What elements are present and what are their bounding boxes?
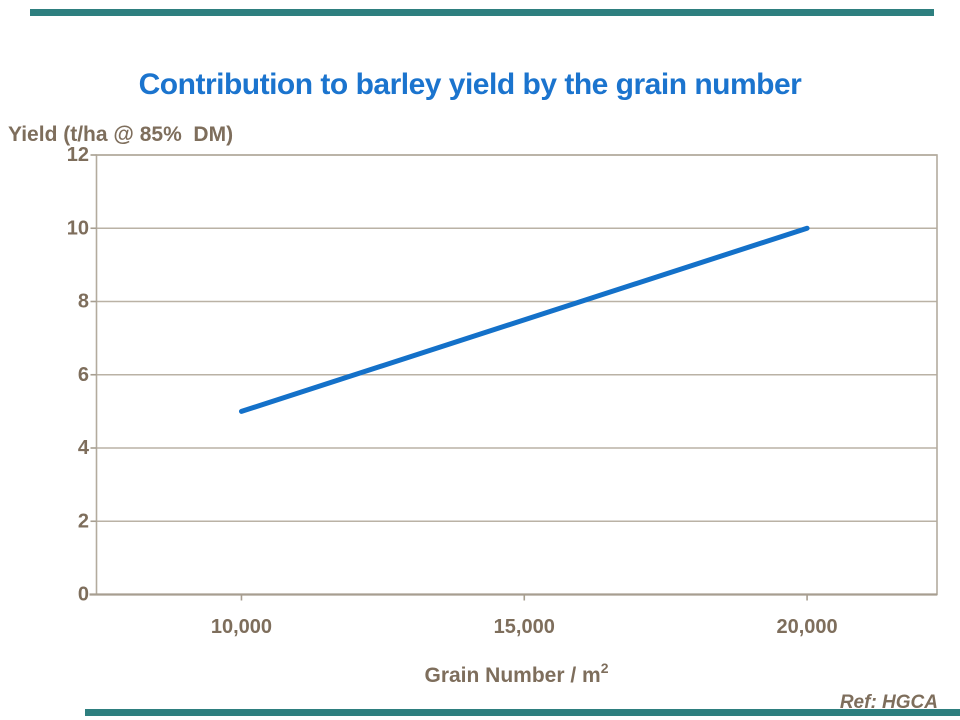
top-accent-bar [30,9,934,16]
x-axis-title: Grain Number / m2 [96,660,937,688]
chart-title: Contribution to barley yield by the grai… [138,68,802,102]
x-tick-label: 15,000 [494,616,555,638]
y-tick-label: 6 [78,364,89,386]
y-tick-label: 0 [78,584,89,606]
y-tick-label: 10 [67,217,89,239]
x-tick-label: 20,000 [776,616,837,638]
y-tick-label: 12 [67,144,89,166]
x-axis-title-text: Grain Number / m [424,664,601,687]
y-tick-label: 4 [78,437,90,459]
y-tick-label: 8 [78,291,89,313]
x-tick-label: 10,000 [211,616,272,638]
bottom-accent-bar [85,709,960,716]
y-axis-title: Yield (t/ha @ 85% DM) [8,123,234,146]
x-axis-title-superscript: 2 [600,660,609,676]
source-reference: Ref: HGCA [839,692,938,713]
series-line-yield-vs-grain-number [238,225,810,414]
y-tick-label: 2 [78,510,89,532]
